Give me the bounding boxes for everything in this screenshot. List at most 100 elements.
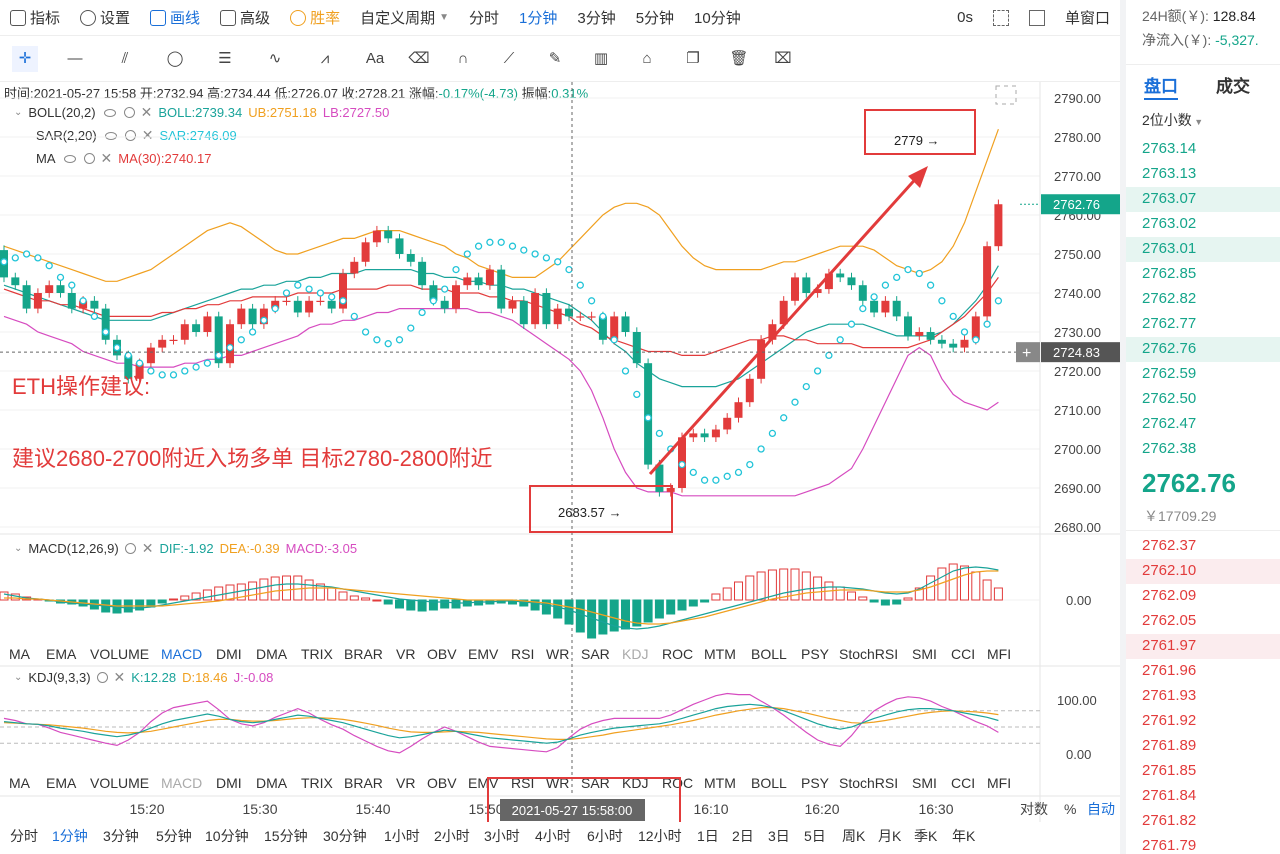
eye-icon[interactable] (63, 154, 76, 163)
ask-price[interactable]: 2762.77 (1142, 315, 1197, 332)
gear-icon[interactable] (124, 130, 136, 141)
ellipse-icon[interactable]: ◯ (166, 50, 184, 67)
ask-price[interactable]: 2763.07 (1142, 190, 1197, 207)
indicator-tab-vr[interactable]: VR (396, 775, 416, 791)
toolbar-item-settings[interactable]: 设置 (70, 0, 140, 36)
gear-icon[interactable] (83, 153, 95, 164)
axis-scale-option[interactable]: 对数 (1020, 801, 1048, 817)
close-icon[interactable]: ✕ (113, 669, 126, 685)
indicator-tab-psy[interactable]: PSY (801, 646, 830, 662)
bid-price[interactable]: 2762.10 (1142, 562, 1197, 579)
bid-price[interactable]: 2762.09 (1142, 587, 1197, 604)
period-tab-3min[interactable]: 3分钟 (577, 10, 616, 27)
tab-orderbook[interactable]: 盘口 (1144, 77, 1178, 96)
panel-splitter[interactable] (1120, 0, 1126, 854)
indicator-tab-trix[interactable]: TRIX (301, 775, 333, 791)
indicator-tab-volume[interactable]: VOLUME (90, 775, 150, 791)
period-tab-1min[interactable]: 1分钟 (519, 10, 558, 27)
period-17[interactable]: 周K (842, 828, 866, 844)
bid-price[interactable]: 2761.85 (1142, 762, 1197, 779)
indicator-tab-stochrsi[interactable]: StochRSI (839, 775, 899, 791)
indicator-tab-ema[interactable]: EMA (46, 646, 77, 662)
indicator-tab-mtm[interactable]: MTM (704, 775, 736, 791)
indicator-tab-emv[interactable]: EMV (468, 646, 499, 662)
ask-price[interactable]: 2762.38 (1142, 440, 1197, 457)
period-0[interactable]: 分时 (10, 828, 38, 844)
period-tab-timeline[interactable]: 分时 (469, 10, 500, 27)
indicator-tab-dmi[interactable]: DMI (216, 646, 242, 662)
indicator-tab-brar[interactable]: BRAR (344, 775, 383, 791)
period-10[interactable]: 4小时 (535, 828, 571, 844)
indicator-tab-brar[interactable]: BRAR (344, 646, 383, 662)
indicator-tab-smi[interactable]: SMI (912, 646, 937, 662)
axis-scale-option[interactable]: % (1064, 801, 1076, 817)
indicator-tab-cci[interactable]: CCI (951, 646, 976, 662)
indicator-tab-macd[interactable]: MACD (161, 646, 203, 662)
toolbar-item-indicator[interactable]: 指标 (0, 0, 70, 36)
period-13[interactable]: 1日 (697, 828, 719, 844)
indicator-tab-ma[interactable]: MA (9, 646, 30, 662)
period-tab-10min[interactable]: 10分钟 (694, 10, 741, 27)
indicator-tab-macd[interactable]: MACD (161, 775, 203, 791)
period-2[interactable]: 3分钟 (103, 828, 139, 844)
period-tab-5min[interactable]: 5分钟 (635, 10, 675, 27)
horizontal-line-icon[interactable]: — (67, 50, 83, 67)
period-12[interactable]: 12小时 (638, 828, 682, 844)
indicator-tab-roc[interactable]: ROC (662, 646, 694, 662)
collapse-chevron-icon[interactable]: ⌄ (14, 543, 23, 554)
bid-price[interactable]: 2761.82 (1142, 812, 1197, 829)
indicator-tab-wr[interactable]: WR (546, 646, 570, 662)
crosshair-icon[interactable]: ✛ (12, 46, 38, 72)
bid-price[interactable]: 2761.92 (1142, 712, 1197, 729)
toolbar-item-advanced[interactable]: 高级 (210, 0, 280, 36)
precision-select[interactable]: 2位小数 ▼ (1142, 112, 1204, 128)
magnet-icon[interactable]: ∩ (457, 50, 469, 67)
tab-trades[interactable]: 成交 (1216, 77, 1250, 96)
lock-icon[interactable]: ⌂ (642, 50, 652, 67)
period-3[interactable]: 5分钟 (156, 828, 192, 844)
close-icon[interactable]: ✕ (140, 104, 153, 120)
indicator-tab-stochrsi[interactable]: StochRSI (839, 646, 899, 662)
wave-icon[interactable]: ∿ (268, 50, 282, 67)
indicator-tab-ema[interactable]: EMA (46, 775, 77, 791)
period-14[interactable]: 2日 (732, 828, 754, 844)
indicator-tab-obv[interactable]: OBV (427, 775, 457, 791)
period-6[interactable]: 30分钟 (323, 828, 367, 844)
gear-icon[interactable] (124, 543, 136, 554)
ruler-icon[interactable]: ⟋ (503, 50, 515, 67)
ask-price[interactable]: 2763.02 (1142, 215, 1197, 232)
candle-icon[interactable]: ▥ (593, 50, 609, 67)
period-8[interactable]: 2小时 (434, 828, 470, 844)
bid-price[interactable]: 2761.84 (1142, 787, 1197, 804)
period-4[interactable]: 10分钟 (205, 828, 249, 844)
eraser-icon[interactable]: ⌫ (408, 50, 430, 67)
ask-price[interactable]: 2763.14 (1142, 140, 1197, 157)
bid-price[interactable]: 2761.79 (1142, 837, 1197, 854)
delete-all-icon[interactable]: ⌧ (774, 50, 792, 67)
gear-icon[interactable] (123, 107, 135, 118)
ask-price[interactable]: 2762.85 (1142, 265, 1197, 282)
indicator-tab-boll[interactable]: BOLL (751, 775, 787, 791)
period-19[interactable]: 季K (914, 828, 938, 844)
period-16[interactable]: 5日 (804, 828, 826, 844)
indicator-tab-vr[interactable]: VR (396, 646, 416, 662)
indicator-tab-rsi[interactable]: RSI (511, 646, 535, 662)
period-11[interactable]: 6小时 (587, 828, 623, 844)
price-channel-icon[interactable]: ☰ (218, 50, 232, 67)
gear-icon[interactable] (96, 672, 108, 683)
indicator-tab-trix[interactable]: TRIX (301, 646, 333, 662)
copy-icon[interactable]: ❐ (686, 50, 700, 67)
period-1[interactable]: 1分钟 (52, 828, 88, 844)
indicator-tab-mfi[interactable]: MFI (987, 646, 1012, 662)
close-icon[interactable]: ✕ (141, 540, 154, 556)
popout-button[interactable] (1019, 0, 1055, 36)
toolbar-item-custom-period[interactable]: 自定义周期 ▼ (360, 10, 449, 27)
period-5[interactable]: 15分钟 (264, 828, 308, 844)
close-icon[interactable]: ✕ (100, 150, 113, 166)
indicator-tab-cci[interactable]: CCI (951, 775, 976, 791)
toolbar-item-draw[interactable]: 画线 (140, 0, 210, 36)
trash-icon[interactable]: 🗑 (729, 50, 749, 67)
ask-price[interactable]: 2762.76 (1142, 340, 1197, 357)
toolbar-item-win-rate[interactable]: 胜率 (280, 0, 350, 36)
indicator-tab-dmi[interactable]: DMI (216, 775, 242, 791)
